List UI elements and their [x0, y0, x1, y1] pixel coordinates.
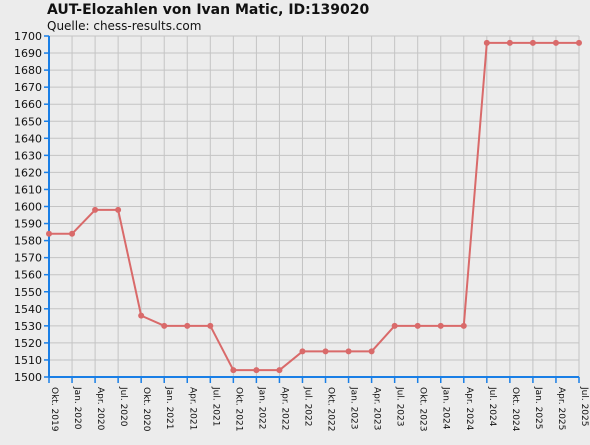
y-tick-label: 1590 — [14, 218, 42, 231]
x-tick-label: Jul. 2023 — [395, 386, 405, 427]
data-point — [253, 367, 260, 374]
x-tick-label: Apr. 2024 — [464, 387, 474, 431]
data-point — [184, 322, 191, 329]
y-tick-labels: 1500 1510 1520 1530 1540 1550 1560 1570 1580 1590… — [14, 30, 42, 384]
y-tick-label: 1610 — [14, 183, 42, 196]
data-point — [529, 39, 536, 46]
data-point — [576, 39, 582, 46]
data-point — [230, 367, 237, 374]
x-tick-label: Apr. 2020 — [95, 387, 105, 431]
y-tick-label: 1510 — [14, 354, 42, 367]
data-point — [345, 348, 352, 355]
y-tick-label: 1680 — [14, 64, 42, 77]
y-tick-label: 1570 — [14, 252, 42, 265]
y-tick-label: 1520 — [14, 337, 42, 350]
data-point — [483, 39, 490, 46]
y-tick-label: 1650 — [14, 115, 42, 128]
axes — [44, 35, 580, 383]
data-point — [115, 206, 122, 213]
x-tick-label: Okt. 2024 — [510, 387, 520, 432]
data-point — [506, 39, 513, 46]
chart-title: AUT-Elozahlen von Ivan Matic, ID:139020 — [47, 2, 370, 18]
data-point — [207, 322, 214, 329]
y-tick-label: 1670 — [14, 81, 42, 94]
grid-lines — [48, 35, 580, 378]
y-tick-label: 1540 — [14, 303, 42, 316]
x-tick-label: Jul. 2024 — [487, 386, 497, 427]
x-tick-label: Apr. 2021 — [187, 387, 197, 430]
data-point — [92, 206, 99, 213]
y-tick-label: 1580 — [14, 235, 42, 248]
x-tick-label: Jul. 2021 — [210, 386, 220, 427]
x-tick-label: Okt. 2019 — [49, 387, 59, 432]
data-point — [552, 39, 559, 46]
x-tick-label: Apr. 2022 — [279, 387, 289, 430]
data-point — [414, 322, 421, 329]
series-elo — [46, 39, 582, 374]
x-tick-label: Jan. 2022 — [256, 386, 266, 430]
x-tick-label: Jan. 2024 — [441, 386, 451, 430]
x-tick-label: Apr. 2025 — [556, 387, 566, 430]
x-tick-label: Okt. 2021 — [233, 387, 243, 431]
y-tick-label: 1600 — [14, 201, 42, 214]
x-tick-label: Okt. 2023 — [418, 387, 428, 431]
x-tick-label: Jan. 2025 — [533, 386, 543, 430]
x-tick-label: Jan. 2021 — [164, 386, 174, 430]
y-tick-label: 1550 — [14, 286, 42, 299]
x-tick-label: Okt. 2020 — [141, 387, 151, 432]
chart-subtitle: Quelle: chess-results.com — [47, 19, 202, 33]
data-point — [368, 348, 375, 355]
data-point — [391, 322, 398, 329]
x-tick-label: Jan. 2023 — [349, 386, 359, 430]
x-tick-label: Okt. 2022 — [326, 387, 336, 431]
y-tick-label: 1660 — [14, 98, 42, 111]
series-line — [49, 41, 579, 372]
data-point — [69, 230, 76, 237]
y-tick-label: 1500 — [14, 371, 42, 384]
y-tick-label: 1620 — [14, 166, 42, 179]
x-tick-label: Jan. 2020 — [72, 386, 82, 430]
y-tick-label: 1530 — [14, 320, 42, 333]
y-tick-label: 1640 — [14, 132, 42, 145]
x-tick-label: Jul. 2020 — [118, 386, 128, 427]
y-tick-label: 1560 — [14, 269, 42, 282]
data-point — [138, 312, 145, 319]
y-tick-label: 1700 — [14, 30, 42, 43]
data-point — [299, 348, 306, 355]
x-tick-label: Jul. 2022 — [302, 386, 312, 427]
data-point — [46, 230, 52, 237]
y-tick-label: 1690 — [14, 47, 42, 60]
data-point — [322, 348, 329, 355]
data-point — [437, 322, 444, 329]
y-tick-label: 1630 — [14, 149, 42, 162]
x-tick-label: Jul. 2025 — [579, 386, 589, 427]
data-point — [161, 322, 168, 329]
data-point — [460, 322, 467, 329]
x-tick-label: Apr. 2023 — [372, 387, 382, 430]
x-tick-labels: Okt. 2019 Jan. 2020 Apr. 2020 Jul. 2020 Okt.… — [49, 386, 589, 432]
data-point — [276, 367, 283, 374]
